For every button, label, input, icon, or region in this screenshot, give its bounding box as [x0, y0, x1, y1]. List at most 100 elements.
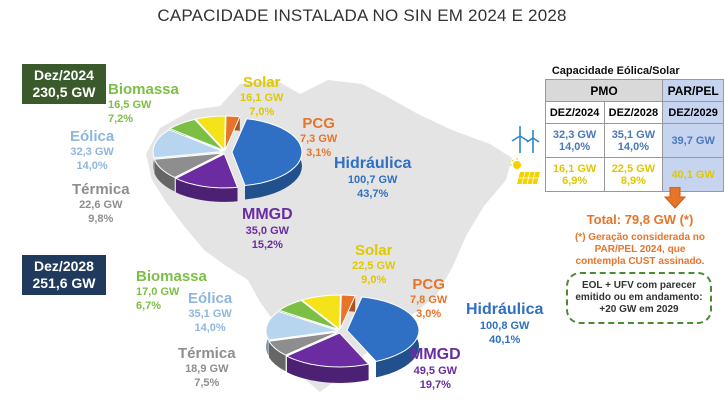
label-pct: 7,5% [194, 377, 220, 389]
down-arrow-icon [664, 187, 686, 209]
parecer-line: emitido ou em andamento: [575, 292, 703, 303]
table-col-header: DEZ/2024 [544, 101, 605, 124]
year-box-2024: Dez/2024 230,5 GW [22, 64, 106, 104]
label-pct: 15,2% [251, 239, 283, 251]
pie-slice-pcg [224, 115, 241, 151]
year-box-2028: Dez/2028 251,6 GW [22, 255, 106, 295]
footnote-line: contempla CUST assinado. [575, 256, 705, 267]
label-value: 22,6 GW [79, 199, 123, 211]
pie-chart-2028 [265, 294, 420, 383]
label-2028-eolica: Eólica 35,1 GW 14,0% [188, 290, 232, 335]
table-col-header: DEZ/2028 [603, 101, 664, 124]
total-label: Total: 79,8 GW (*) [586, 212, 694, 227]
pie-slice-side [269, 341, 286, 372]
year-box-2028-total: 251,6 GW [32, 275, 96, 291]
label-name: Biomassa [136, 268, 207, 285]
label-value: 7,3 GW [300, 133, 338, 145]
label-value: 16,1 GW [240, 92, 284, 104]
label-name: MMGD [410, 346, 461, 363]
cell-value: 40,1 GW [671, 168, 715, 181]
label-pct: 14,0% [76, 160, 108, 172]
pie-slice-solar [194, 115, 226, 152]
page-title: CAPACIDADE INSTALADA NO SIN EM 2024 E 20… [157, 6, 567, 25]
cell-pct: 14,0% [617, 140, 649, 153]
label-value: 18,9 GW [185, 363, 229, 375]
pie-slice-side [286, 356, 369, 383]
label-pct: 9,8% [88, 213, 114, 225]
label-name: Eólica [70, 128, 115, 145]
parecer-line: +20 GW em 2029 [599, 304, 679, 315]
parecer-box: EOL + UFV com parecer emitido ou em anda… [566, 272, 712, 324]
label-2028-termica: Térmica 18,9 GW 7,5% [178, 345, 236, 390]
label-name: Eólica [188, 290, 233, 307]
table-title: Capacidade Eólica/Solar [551, 65, 680, 77]
label-pct: 3,0% [416, 308, 442, 320]
label-2024-hidraulica: Hidráulica 100,7 GW 43,7% [334, 155, 411, 201]
cell-value: 16,1 GW [552, 162, 597, 175]
table-cell: 40,1 GW [662, 157, 724, 192]
label-value: 35,0 GW [245, 225, 290, 237]
label-pct: 14,0% [194, 322, 226, 334]
cell-pct: 6,9% [562, 174, 588, 187]
label-2028-hidraulica: Hidráulica 100,8 GW 40,1% [466, 301, 543, 347]
label-value: 32,3 GW [70, 146, 114, 158]
label-name: Solar [242, 74, 281, 91]
table-group-pmo: PMO [544, 79, 664, 102]
table-row-eolica: 32,3 GW 14,0% 35,1 GW 14,0% 39,7 GW [508, 123, 724, 158]
pie-slice-hidraulica [231, 118, 303, 187]
table-cell: 22,5 GW 8,9% [603, 157, 664, 192]
label-pct: 7,0% [249, 106, 275, 118]
parecer-line: EOL + UFV com parecer [581, 280, 697, 291]
table-col-header: DEZ/2029 [662, 101, 724, 124]
label-value: 100,7 GW [347, 174, 398, 186]
pie-slice-termica [153, 152, 224, 178]
label-2024-termica: Térmica 22,6 GW 9,8% [72, 181, 130, 226]
label-pct: 3,1% [306, 147, 332, 159]
table-group-parpel: PAR/PEL [662, 79, 724, 102]
cell-value: 35,1 GW [611, 128, 656, 141]
year-box-2024-total: 230,5 GW [32, 84, 96, 100]
cell-pct: 14,0% [559, 140, 591, 153]
label-2028-pcg: PCG 7,8 GW 3,0% [410, 276, 447, 321]
label-2024-biomassa: Biomassa 16,5 GW 7,2% [108, 81, 179, 126]
pie-slice-solar [300, 294, 342, 331]
pie-slice-eolica [152, 129, 224, 159]
label-pct: 9,0% [361, 274, 387, 286]
table-cell: 39,7 GW [662, 123, 724, 158]
footnote-line: (*) Geração considerada no [574, 232, 706, 243]
wind-turbine-icon [508, 124, 545, 158]
label-pct: 43,7% [357, 188, 389, 200]
pie-slice-pcg [339, 294, 356, 330]
label-2024-solar: Solar 16,1 GW 7,0% [240, 74, 283, 119]
year-box-2024-date: Dez/2024 [34, 67, 94, 83]
label-value: 16,5 GW [108, 99, 152, 111]
pie-slice-biomassa [168, 118, 225, 151]
footnote: (*) Geração considerada no PAR/PEL 2024,… [560, 232, 720, 268]
label-name: Hidráulica [334, 155, 412, 172]
solar-panel-icon-graphic [510, 158, 541, 185]
pie-slice-hidraulica [346, 296, 420, 362]
label-2028-biomassa: Biomassa 17,0 GW 6,7% [136, 268, 207, 313]
label-name: Térmica [72, 181, 130, 198]
pie-slice-mmgd [174, 153, 239, 189]
table-cell: 32,3 GW 14,0% [544, 123, 605, 158]
label-value: 7,8 GW [410, 294, 448, 306]
label-value: 100,8 GW [479, 320, 530, 332]
wind-turbine-icon-graphic [511, 126, 540, 153]
label-pct: 6,7% [136, 300, 162, 312]
cell-pct: 8,9% [620, 174, 646, 187]
label-name: MMGD [242, 206, 293, 223]
cell-value: 32,3 GW [552, 128, 597, 141]
label-pct: 40,1% [489, 334, 521, 346]
year-box-2028-date: Dez/2028 [34, 258, 94, 274]
label-value: 49,5 GW [413, 365, 458, 377]
label-pct: 19,7% [419, 379, 451, 391]
label-name: Térmica [178, 345, 236, 362]
pie-slice-mmgd [285, 332, 370, 368]
label-2024-eolica: Eólica 32,3 GW 14,0% [70, 128, 114, 173]
down-arrow-shape [664, 187, 686, 209]
pie-slice-eolica [265, 310, 339, 341]
label-2028-mmgd: MMGD 49,5 GW 19,7% [410, 346, 461, 392]
table-cell: 16,1 GW 6,9% [544, 157, 605, 192]
pie-slice-biomassa [278, 299, 339, 330]
